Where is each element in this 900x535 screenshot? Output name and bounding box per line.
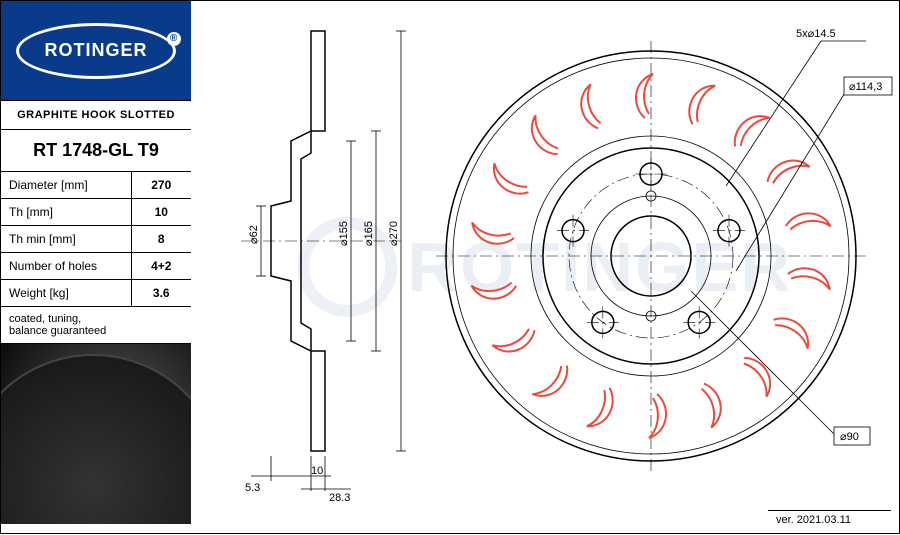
dim-w53: 5.3 — [245, 482, 260, 494]
spec-label: Weight [kg] — [1, 280, 131, 307]
hook-slot — [532, 360, 573, 405]
notes: coated, tuning, balance guaranteed — [1, 307, 191, 344]
hook-slot — [763, 152, 810, 189]
dim-hub: ⌀90 — [840, 431, 859, 443]
spec-label: Th [mm] — [1, 199, 131, 226]
part-number: RT 1748-GL T9 — [1, 130, 191, 172]
hook-slot — [523, 115, 564, 160]
spec-label: Diameter [mm] — [1, 172, 131, 199]
table-row: Number of holes4+2 — [1, 253, 191, 280]
dim-pcd: ⌀114,3 — [849, 81, 882, 93]
version-label: ver. 2021.03.11 — [768, 510, 891, 529]
hook-slot — [696, 381, 727, 428]
hook-slot — [770, 312, 817, 349]
dim-d270: ⌀270 — [388, 221, 400, 246]
hook-slot — [575, 84, 606, 131]
hook-slot — [649, 394, 666, 438]
dim-d62: ⌀62 — [248, 225, 260, 244]
brand-text: ROTINGER — [44, 40, 147, 61]
dim-bolt: 5x⌀14.5 — [796, 28, 836, 40]
dim-w283: 28.3 — [329, 492, 350, 504]
hook-slot — [492, 323, 539, 360]
spec-value: 3.6 — [131, 280, 191, 307]
spec-label: Th min [mm] — [1, 226, 131, 253]
logo-box: ROTINGER ® — [1, 1, 191, 101]
registered-icon: ® — [167, 32, 181, 46]
hook-slot — [471, 278, 517, 302]
spec-value: 10 — [131, 199, 191, 226]
front-view: 5x⌀14.5 ⌀114,3 ⌀90 — [426, 11, 896, 511]
table-row: Th min [mm]8 — [1, 226, 191, 253]
table-row: Weight [kg]3.6 — [1, 280, 191, 307]
spec-value: 270 — [131, 172, 191, 199]
product-subtitle: GRAPHITE HOOK SLOTTED — [1, 101, 191, 130]
spec-value: 4+2 — [131, 253, 191, 280]
dim-d155: ⌀155 — [338, 221, 350, 246]
spec-label: Number of holes — [1, 253, 131, 280]
side-view: ⌀62 ⌀155 ⌀165 ⌀270 5.3 10 28.3 — [201, 11, 421, 511]
hook-slot — [784, 210, 830, 234]
technical-drawing: ROTINGER ⌀62 ⌀155 ⌀165 ⌀270 — [191, 1, 899, 533]
hook-slot — [587, 385, 618, 432]
hook-slot — [486, 163, 533, 200]
table-row: Th [mm]10 — [1, 199, 191, 226]
dim-d165: ⌀165 — [363, 221, 375, 246]
brand-logo: ROTINGER ® — [16, 23, 176, 79]
table-row: Diameter [mm]270 — [1, 172, 191, 199]
hook-slot — [636, 74, 653, 118]
spec-panel: ROTINGER ® GRAPHITE HOOK SLOTTED RT 1748… — [1, 1, 191, 535]
spec-table: Diameter [mm]270 Th [mm]10 Th min [mm]8 … — [1, 172, 191, 307]
product-photo — [1, 344, 191, 524]
hook-slot — [787, 265, 833, 289]
dim-w10: 10 — [311, 465, 323, 477]
hook-slot — [469, 222, 515, 246]
hook-slot — [684, 80, 715, 127]
spec-value: 8 — [131, 226, 191, 253]
